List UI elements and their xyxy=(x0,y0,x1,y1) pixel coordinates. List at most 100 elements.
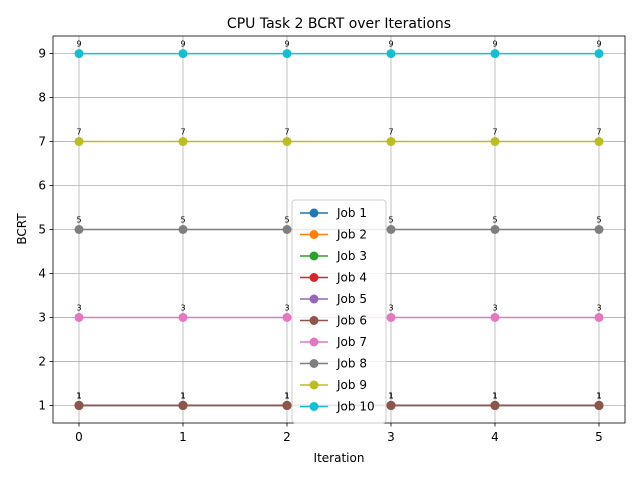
data-label: 3 xyxy=(492,303,497,312)
data-label: 1 xyxy=(76,391,81,400)
data-label: 1 xyxy=(596,391,601,400)
legend-marker xyxy=(309,380,319,390)
legend: Job 1 Job 2 Job 3 Job 4 Job 5 Job 6 Job 7 Job 8… xyxy=(291,199,387,424)
legend-marker xyxy=(309,230,319,239)
data-label: 5 xyxy=(388,216,393,225)
data-point xyxy=(74,225,84,234)
data-point xyxy=(594,137,604,147)
data-label: 7 xyxy=(388,128,393,137)
y-axis-label: BCRT xyxy=(15,213,29,245)
data-label: 9 xyxy=(388,40,393,49)
data-label: 1 xyxy=(492,391,497,400)
data-point xyxy=(490,49,500,59)
legend-label: Job 3 xyxy=(336,249,367,263)
data-label: 5 xyxy=(180,216,185,225)
chart-title: CPU Task 2 BCRT over Iterations xyxy=(227,16,451,32)
data-point xyxy=(594,312,604,322)
data-point xyxy=(178,312,188,322)
data-label: 1 xyxy=(284,391,289,400)
y-tick-label: 6 xyxy=(38,179,46,193)
data-label: 1 xyxy=(596,391,601,400)
data-label: 5 xyxy=(76,216,81,225)
data-label: 1 xyxy=(388,391,393,400)
data-point xyxy=(386,225,396,234)
data-point xyxy=(74,49,84,59)
data-point xyxy=(386,49,396,59)
data-label: 1 xyxy=(284,391,289,400)
data-point xyxy=(594,49,604,59)
data-label: 7 xyxy=(596,128,601,137)
data-label: 3 xyxy=(284,303,289,312)
data-point xyxy=(178,49,188,59)
data-point xyxy=(490,137,500,147)
data-point xyxy=(178,137,188,147)
data-label: 3 xyxy=(388,303,393,312)
legend-label: Job 5 xyxy=(336,292,367,306)
legend-marker xyxy=(309,402,319,411)
data-point xyxy=(282,137,292,147)
legend-label: Job 7 xyxy=(336,335,367,349)
data-label: 1 xyxy=(76,391,81,400)
legend-marker xyxy=(309,273,319,282)
data-label: 1 xyxy=(180,391,185,400)
data-label: 1 xyxy=(76,391,81,400)
x-tick-label: 4 xyxy=(491,430,499,444)
data-point xyxy=(282,400,292,410)
series-layer xyxy=(74,49,604,410)
data-label: 9 xyxy=(596,40,601,49)
legend-label: Job 6 xyxy=(336,314,367,328)
legend-label: Job 10 xyxy=(336,400,375,414)
ticks-layer: 0 1 2 3 4 5 1 2 3 4 5 6 7 8 9 xyxy=(38,47,602,444)
data-label: 1 xyxy=(492,391,497,400)
data-point xyxy=(490,225,500,234)
legend-label: Job 8 xyxy=(336,357,367,371)
data-label: 3 xyxy=(180,303,185,312)
data-point xyxy=(282,49,292,59)
data-label: 1 xyxy=(180,391,185,400)
legend-label: Job 9 xyxy=(336,378,367,392)
data-point xyxy=(178,225,188,234)
data-label: 1 xyxy=(388,391,393,400)
data-label: 1 xyxy=(388,391,393,400)
data-label: 1 xyxy=(284,391,289,400)
data-label: 1 xyxy=(76,391,81,400)
y-tick-label: 1 xyxy=(38,398,46,412)
y-tick-label: 2 xyxy=(38,354,46,368)
legend-label: Job 1 xyxy=(336,206,367,220)
y-tick-label: 5 xyxy=(38,223,46,237)
data-label: 1 xyxy=(76,391,81,400)
y-tick-label: 4 xyxy=(38,266,46,280)
y-tick-label: 9 xyxy=(38,47,46,61)
data-point xyxy=(490,312,500,322)
data-label: 7 xyxy=(76,128,81,137)
data-label: 1 xyxy=(388,391,393,400)
x-axis-label: Iteration xyxy=(314,451,365,465)
legend-label: Job 2 xyxy=(336,228,367,242)
x-tick-label: 0 xyxy=(75,430,83,444)
data-label: 9 xyxy=(76,40,81,49)
data-point xyxy=(282,225,292,234)
data-point xyxy=(594,225,604,234)
data-point xyxy=(178,400,188,410)
data-label: 1 xyxy=(596,391,601,400)
data-label: 1 xyxy=(492,391,497,400)
data-label: 1 xyxy=(388,391,393,400)
legend-marker xyxy=(309,208,319,218)
legend-label: Job 4 xyxy=(336,271,367,285)
data-labels-layer: 1 1 1 1 1 11 1 1 1 1 11 1 1 1 1 11 1 1 1 1 11 1 1 1 1 11 1 1 1 1 13 3 3 3… xyxy=(76,40,601,401)
data-label: 1 xyxy=(596,391,601,400)
legend-marker xyxy=(309,251,319,261)
data-label: 5 xyxy=(492,216,497,225)
data-point xyxy=(386,400,396,410)
data-point xyxy=(74,137,84,147)
data-label: 1 xyxy=(180,391,185,400)
data-label: 9 xyxy=(284,40,289,49)
data-label: 1 xyxy=(284,391,289,400)
x-tick-label: 3 xyxy=(387,430,395,444)
data-label: 1 xyxy=(596,391,601,400)
y-tick-label: 3 xyxy=(38,310,46,324)
data-label: 1 xyxy=(284,391,289,400)
x-tick-label: 1 xyxy=(179,430,187,444)
